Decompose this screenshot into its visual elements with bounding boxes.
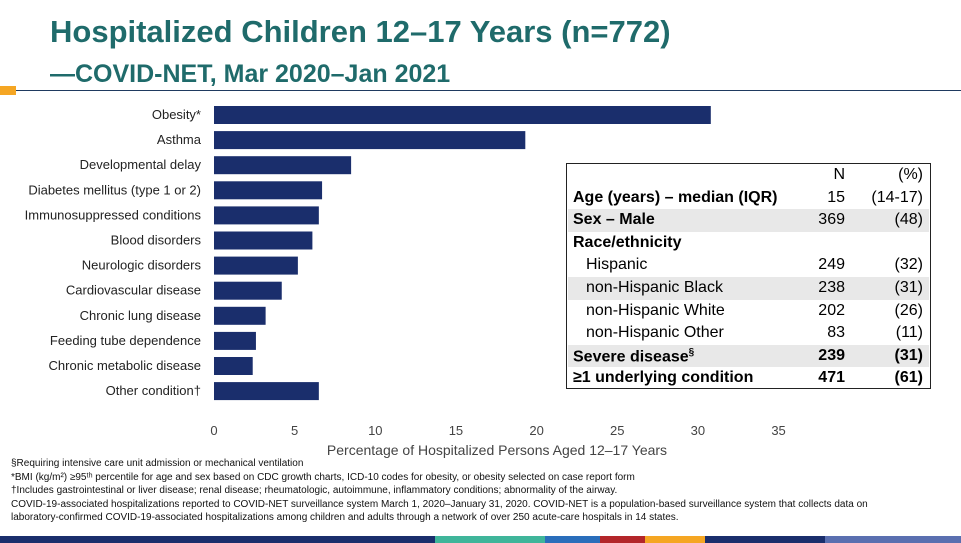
table-row: ≥1 underlying condition 471 (61) — [568, 367, 929, 390]
row-label: Sex – Male — [573, 211, 655, 229]
category-label: Blood disorders — [111, 233, 202, 248]
row-pct-value: (31) — [894, 346, 923, 364]
bar — [214, 382, 319, 401]
x-tick-label: 20 — [529, 423, 543, 438]
bottom-bar-segment — [0, 536, 140, 543]
column-header-n: N — [833, 166, 845, 183]
footnote-severe: §Requiring intensive care unit admission… — [11, 458, 304, 469]
x-axis-title: Percentage of Hospitalized Persons Aged … — [327, 442, 667, 458]
x-tick-label: 25 — [610, 423, 624, 438]
bar — [214, 156, 352, 175]
bar — [214, 106, 711, 124]
bar — [214, 306, 266, 325]
category-label: Feeding tube dependence — [50, 333, 201, 348]
table-row: Race/ethnicity — [568, 232, 929, 255]
row-label: Race/ethnicity — [573, 233, 682, 251]
category-label: Cardiovascular disease — [66, 283, 201, 298]
table-row: non-Hispanic Other 83 (11) — [568, 322, 929, 345]
x-tick-label: 5 — [291, 423, 298, 438]
bottom-bar-segment — [705, 536, 825, 543]
row-label: non-Hispanic Black — [586, 279, 723, 296]
bottom-color-bar — [0, 536, 961, 543]
row-pct-value: (32) — [894, 256, 923, 274]
row-n-value: 471 — [818, 369, 845, 387]
bar — [214, 281, 282, 300]
bar — [214, 331, 256, 350]
characteristics-table: N (%) Age (years) – median (IQR) 15 (14-17) S… — [566, 163, 931, 389]
page-title: Hospitalized Children 12–17 Years (n=772… — [50, 14, 671, 49]
row-label-superscript: § — [688, 346, 695, 358]
footnote-other-condition: †Includes gastrointestinal or liver dise… — [11, 485, 618, 497]
table-row: Hispanic 249 (32) — [568, 254, 929, 277]
title-accent-block — [0, 86, 16, 95]
bar — [214, 256, 298, 275]
row-label: Severe disease§ — [573, 346, 695, 366]
bar — [214, 357, 253, 375]
row-n-value: 249 — [818, 256, 845, 274]
bar — [214, 181, 323, 200]
table-row: Age (years) – median (IQR) 15 (14-17) — [568, 187, 929, 210]
table-row: Severe disease§ 239 (31) — [568, 344, 929, 368]
row-pct-value: (14-17) — [871, 188, 923, 206]
row-n-value: 83 — [827, 324, 845, 342]
row-label: non-Hispanic White — [586, 301, 725, 319]
row-label: Age (years) – median (IQR) — [573, 188, 778, 206]
condition-bar-chart: Obesity* Asthma Developmental delay Diabete… — [25, 106, 786, 458]
category-label: Other condition† — [106, 383, 201, 398]
bar — [214, 131, 526, 150]
row-pct-value: (26) — [894, 301, 923, 319]
column-header-pct: (%) — [898, 166, 923, 183]
row-n-value: 239 — [818, 346, 845, 364]
x-tick-label: 15 — [449, 423, 463, 438]
table-row: Sex – Male 369 (48) — [568, 209, 929, 232]
footnote-bmi: *BMI (kg/m²) ≥95ᵗʰ percentile for age an… — [11, 471, 635, 483]
bottom-bar-segment — [545, 536, 600, 543]
row-label: Hispanic — [586, 256, 648, 274]
category-label: Diabetes mellitus (type 1 or 2) — [28, 182, 201, 197]
row-pct-value: (61) — [894, 369, 923, 387]
footnotes: §Requiring intensive care unit admission… — [11, 457, 951, 525]
page-subtitle: —COVID-NET, Mar 2020–Jan 2021 — [50, 60, 451, 88]
footnote-source-line-2: laboratory-confirmed COVID-19-associated… — [11, 512, 679, 524]
row-pct-value: (11) — [895, 324, 923, 342]
table-row: non-Hispanic White 202 (26) — [568, 300, 929, 323]
category-label: Chronic metabolic disease — [49, 358, 201, 373]
row-n-value: 369 — [818, 211, 845, 229]
x-tick-label: 35 — [771, 423, 785, 438]
footnote-source-line-1: COVID-19-associated hospitalizations rep… — [11, 498, 868, 510]
row-label: non-Hispanic Other — [586, 324, 724, 342]
x-tick-label: 0 — [210, 423, 217, 438]
bottom-bar-segment — [825, 536, 961, 543]
bottom-bar-segment — [140, 536, 280, 543]
category-label: Developmental delay — [80, 157, 202, 172]
row-pct-value: (48) — [894, 211, 923, 229]
category-label: Neurologic disorders — [82, 258, 202, 273]
bottom-bar-segment — [645, 536, 705, 543]
row-label: ≥1 underlying condition — [573, 369, 754, 387]
category-label: Obesity* — [152, 107, 201, 122]
category-label: Immunosuppressed conditions — [25, 207, 202, 222]
table-header-row: N (%) — [568, 164, 929, 187]
category-label: Asthma — [157, 132, 202, 147]
bottom-bar-segment — [435, 536, 545, 543]
row-n-value: 238 — [818, 279, 845, 296]
row-n-value: 202 — [818, 301, 845, 319]
table-row: non-Hispanic Black 238 (31) — [568, 277, 929, 300]
bottom-bar-segment — [280, 536, 435, 543]
row-pct-value: (31) — [894, 279, 923, 296]
x-tick-label: 30 — [691, 423, 705, 438]
category-label: Chronic lung disease — [80, 308, 201, 323]
x-tick-label: 10 — [368, 423, 382, 438]
bar — [214, 206, 319, 225]
title-divider — [16, 90, 961, 91]
row-n-value: 15 — [827, 188, 845, 206]
bar — [214, 231, 313, 250]
bottom-bar-segment — [600, 536, 645, 543]
